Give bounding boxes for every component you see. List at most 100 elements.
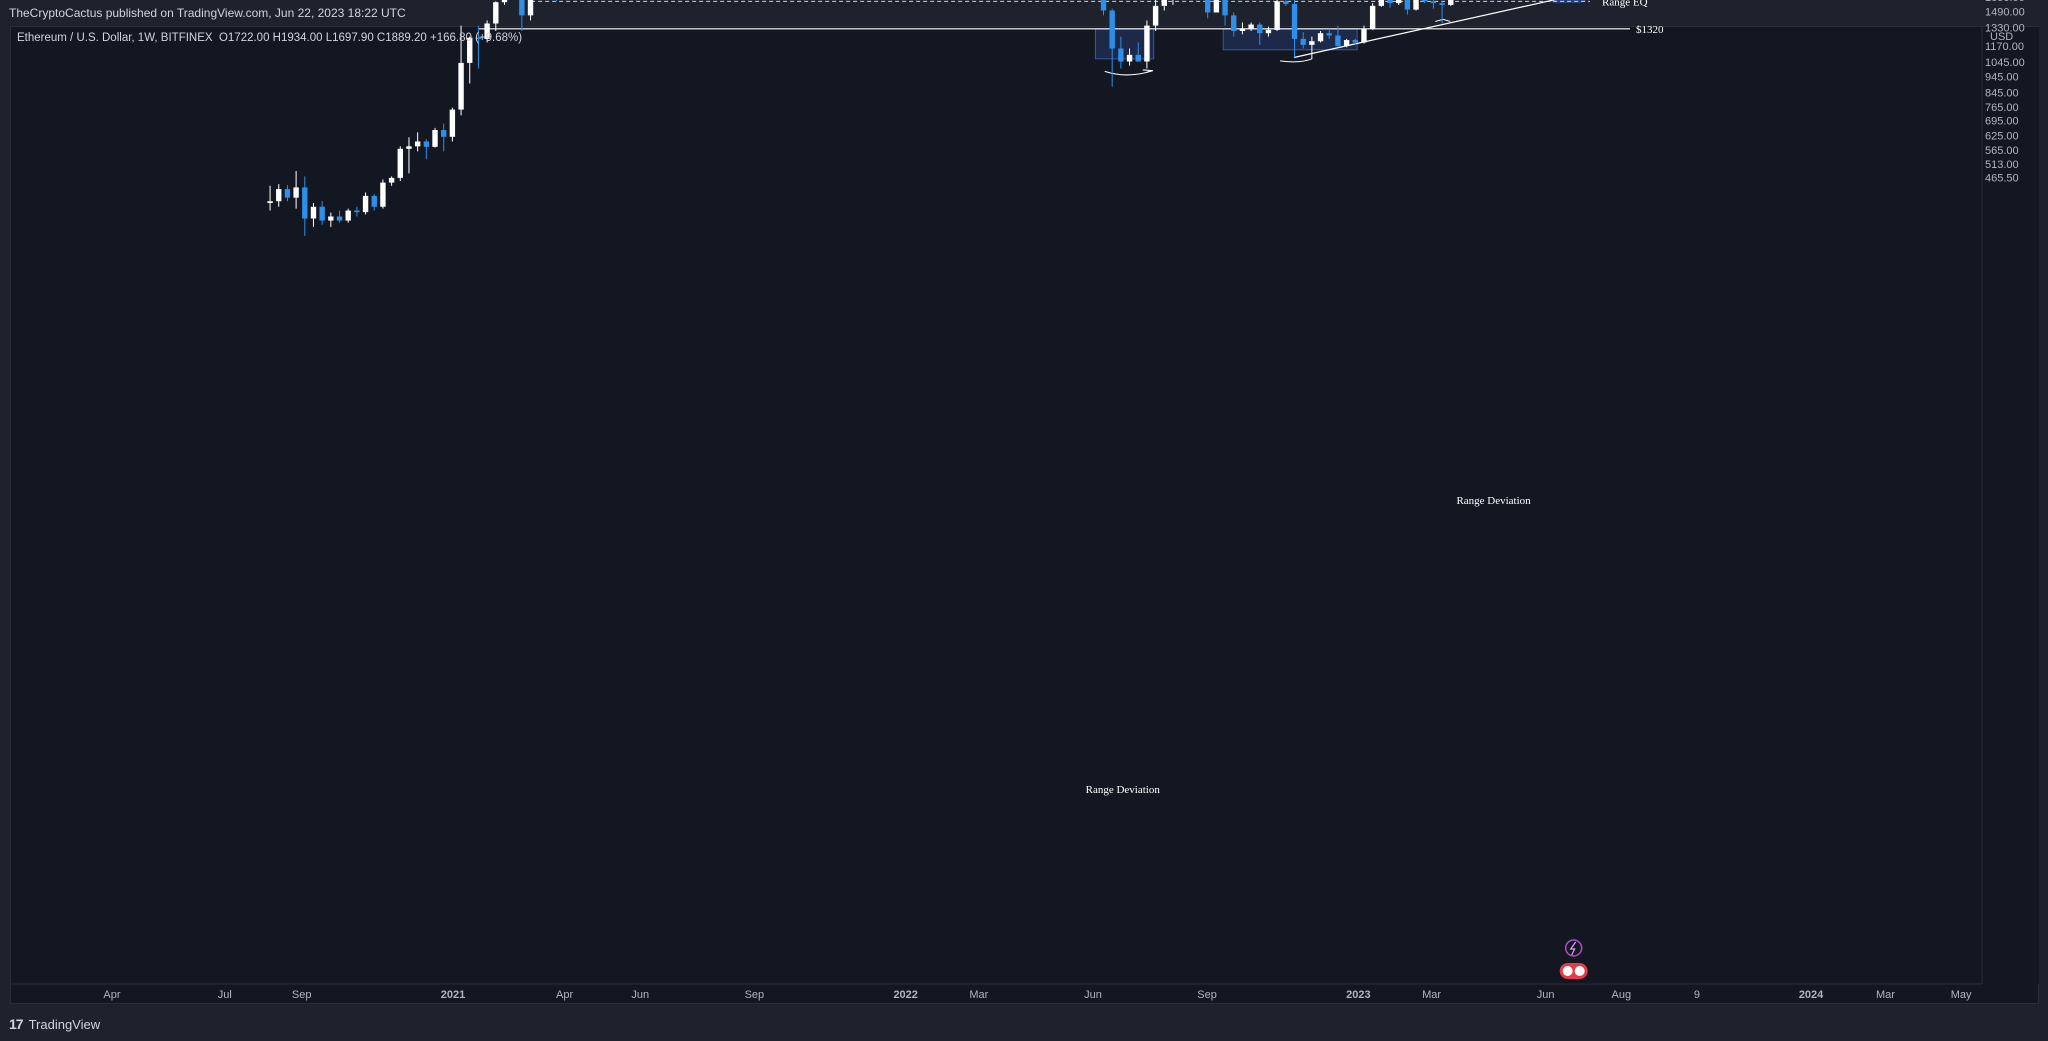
candle[interactable] bbox=[432, 127, 438, 148]
candle[interactable] bbox=[1439, 1, 1445, 24]
candle[interactable] bbox=[1213, 0, 1220, 13]
candle[interactable] bbox=[336, 210, 343, 223]
candle[interactable] bbox=[1161, 0, 1167, 11]
candle[interactable] bbox=[1317, 30, 1324, 43]
price-tick-label: 765.00 bbox=[1985, 102, 2019, 114]
range-deviation-zone[interactable] bbox=[1094, 28, 1155, 60]
candle[interactable] bbox=[1352, 38, 1358, 45]
candle[interactable] bbox=[1109, 8, 1115, 87]
candle[interactable] bbox=[1422, 0, 1428, 4]
candle[interactable] bbox=[1204, 0, 1211, 19]
candle[interactable] bbox=[1291, 0, 1298, 58]
candle[interactable] bbox=[1395, 0, 1402, 5]
time-tick-label: 9 bbox=[1694, 989, 1700, 1001]
candle[interactable] bbox=[276, 184, 282, 207]
candle-body bbox=[1361, 28, 1367, 43]
candle[interactable] bbox=[484, 20, 490, 43]
candle[interactable] bbox=[501, 0, 508, 5]
candle-body bbox=[371, 195, 377, 207]
candle[interactable] bbox=[267, 185, 273, 211]
candle-body bbox=[1422, 0, 1428, 2]
candle[interactable] bbox=[1369, 3, 1376, 30]
candle[interactable] bbox=[1361, 25, 1367, 44]
candle[interactable] bbox=[354, 206, 360, 217]
candle-body bbox=[319, 206, 325, 221]
candle[interactable] bbox=[397, 146, 403, 182]
candle-body bbox=[380, 182, 386, 207]
candle-body bbox=[1265, 29, 1272, 34]
candle[interactable] bbox=[1222, 0, 1228, 26]
candle[interactable] bbox=[1152, 0, 1159, 31]
chart-frame[interactable] bbox=[10, 26, 2039, 1004]
candle[interactable] bbox=[519, 0, 525, 31]
candle[interactable] bbox=[1378, 0, 1385, 7]
candle-body bbox=[336, 216, 343, 221]
candle-body bbox=[284, 189, 291, 198]
candle[interactable] bbox=[1144, 20, 1150, 69]
candle[interactable] bbox=[1335, 25, 1341, 48]
candle[interactable] bbox=[345, 208, 351, 223]
candle[interactable] bbox=[493, 1, 499, 31]
candle-body bbox=[1378, 0, 1385, 6]
candle[interactable] bbox=[458, 25, 464, 116]
candle-body bbox=[1448, 0, 1454, 5]
price-tick-label: 945.00 bbox=[1985, 72, 2019, 84]
candle-body bbox=[397, 148, 403, 178]
candle[interactable] bbox=[1248, 22, 1254, 31]
candle[interactable] bbox=[371, 194, 377, 211]
candle[interactable] bbox=[319, 201, 325, 225]
candle[interactable] bbox=[475, 25, 482, 69]
candle[interactable] bbox=[1231, 12, 1237, 37]
candle[interactable] bbox=[1135, 42, 1141, 62]
candle[interactable] bbox=[423, 139, 430, 160]
candle[interactable] bbox=[1387, 0, 1393, 8]
candle-body bbox=[267, 201, 273, 204]
tradingview-brand: TradingView bbox=[28, 1016, 101, 1032]
candle[interactable] bbox=[527, 0, 534, 21]
candle[interactable] bbox=[414, 132, 421, 152]
candle[interactable] bbox=[1265, 26, 1272, 37]
candle[interactable] bbox=[1283, 0, 1289, 6]
candle[interactable] bbox=[380, 179, 386, 209]
candle[interactable] bbox=[1326, 28, 1332, 39]
candle[interactable] bbox=[1404, 0, 1411, 15]
lightning-icon[interactable] bbox=[1564, 939, 1583, 957]
candle[interactable] bbox=[362, 192, 369, 215]
candle[interactable] bbox=[1274, 0, 1280, 31]
deviation-arrowhead bbox=[1142, 69, 1153, 73]
candle[interactable] bbox=[1118, 36, 1124, 69]
candle[interactable] bbox=[1126, 48, 1133, 66]
candle[interactable] bbox=[1448, 0, 1454, 6]
tradingview-logo[interactable]: 17 TradingView bbox=[9, 1016, 100, 1032]
candle[interactable] bbox=[406, 137, 412, 174]
candle[interactable] bbox=[441, 123, 447, 152]
candle[interactable] bbox=[302, 176, 308, 236]
legend-high: H1934.00 bbox=[272, 32, 323, 44]
candle[interactable] bbox=[1300, 32, 1306, 49]
candle[interactable] bbox=[1100, 0, 1107, 16]
candle-body bbox=[1248, 24, 1254, 29]
candle[interactable] bbox=[1430, 0, 1437, 9]
flag-icon bbox=[1574, 966, 1585, 976]
candle[interactable] bbox=[1170, 0, 1175, 5]
legend-symbol: Ethereum / U.S. Dollar, 1W, BITFINEX bbox=[17, 32, 213, 44]
price-axis[interactable] bbox=[1982, 27, 2039, 984]
candle-body bbox=[328, 216, 334, 221]
candle[interactable] bbox=[467, 36, 473, 84]
candle[interactable] bbox=[388, 176, 395, 186]
candle[interactable] bbox=[449, 107, 456, 142]
candle[interactable] bbox=[293, 171, 299, 209]
candle[interactable] bbox=[1257, 22, 1263, 45]
candle[interactable] bbox=[284, 185, 291, 202]
candle-body bbox=[1204, 0, 1211, 13]
candle[interactable] bbox=[1239, 22, 1246, 35]
candle[interactable] bbox=[1343, 38, 1350, 48]
candle[interactable] bbox=[1309, 36, 1315, 59]
candle-body bbox=[302, 187, 308, 219]
candle[interactable] bbox=[1413, 0, 1419, 11]
candle[interactable] bbox=[310, 203, 317, 227]
candle-body bbox=[310, 206, 317, 219]
candle[interactable] bbox=[328, 212, 334, 227]
